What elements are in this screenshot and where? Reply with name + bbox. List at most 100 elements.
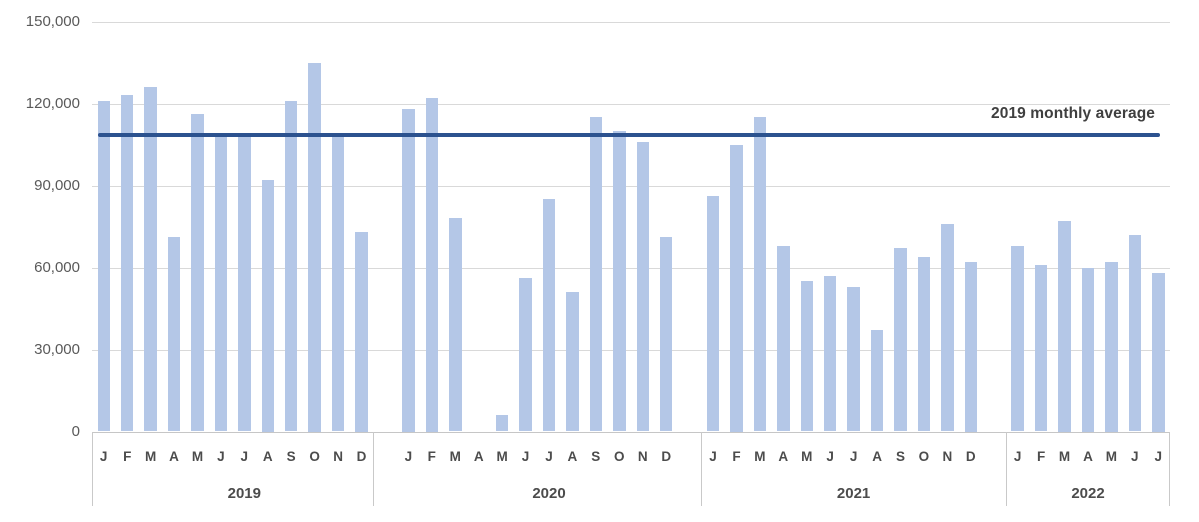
year-label-2022: 2022: [1071, 485, 1105, 502]
bar: [823, 275, 837, 432]
y-tick-label: 0: [71, 422, 80, 440]
bar: [308, 62, 321, 432]
month-label: A: [778, 449, 789, 464]
y-gridline: [92, 185, 1170, 187]
bar: [566, 292, 579, 432]
bar: [753, 117, 767, 432]
average-line-label: 2019 monthly average: [991, 105, 1155, 122]
bar: [964, 262, 978, 432]
bar: [1081, 267, 1095, 432]
bar: [636, 141, 649, 432]
group-separator: [373, 432, 374, 506]
bar: [402, 109, 415, 432]
bar: [167, 237, 181, 432]
y-tick-label: 90,000: [34, 176, 80, 194]
y-gridline: [92, 267, 1170, 269]
bar: [331, 136, 345, 432]
month-label: M: [1105, 449, 1118, 464]
year-label-2020: 2020: [532, 485, 566, 502]
bar: [894, 248, 907, 432]
month-label: M: [191, 449, 204, 464]
month-label: M: [496, 449, 508, 464]
month-label: N: [333, 449, 343, 464]
month-label: J: [240, 449, 249, 464]
month-label: J: [521, 449, 530, 464]
bar: [191, 114, 204, 432]
month-label: M: [449, 449, 461, 464]
month-label: D: [356, 449, 367, 464]
month-label: J: [99, 449, 108, 464]
month-label: N: [942, 449, 953, 464]
y-tick-label: 60,000: [34, 258, 80, 276]
year-label-2019: 2019: [227, 485, 261, 502]
bar: [917, 256, 931, 432]
group-separator: [1169, 432, 1170, 506]
month-label: O: [614, 449, 625, 464]
x-axis-line: [92, 432, 1170, 433]
month-label: N: [637, 449, 648, 464]
average-line: [98, 132, 1160, 138]
month-label: F: [427, 449, 436, 464]
group-separator: [92, 432, 93, 506]
month-label: M: [144, 449, 157, 464]
month-label: F: [732, 449, 741, 464]
month-label: A: [169, 449, 179, 464]
month-label: A: [567, 449, 578, 464]
bar: [870, 330, 884, 432]
bar: [425, 98, 439, 432]
bar: [589, 117, 603, 432]
bar: [613, 130, 626, 432]
bar: [284, 100, 298, 432]
month-label: A: [872, 449, 882, 464]
month-label: S: [591, 449, 601, 464]
month-label: O: [918, 449, 930, 464]
bar: [214, 136, 228, 432]
bar: [519, 278, 532, 432]
month-label: J: [545, 449, 553, 464]
bar: [847, 286, 860, 432]
year-label-2021: 2021: [836, 485, 871, 502]
bar: [800, 281, 813, 432]
month-label: M: [801, 449, 813, 464]
bar: [659, 237, 673, 432]
month-label: A: [1083, 449, 1093, 464]
month-label: J: [826, 449, 834, 464]
bar: [730, 144, 743, 432]
y-gridline: [92, 21, 1170, 23]
month-label: J: [217, 449, 225, 464]
month-label: F: [1036, 449, 1046, 464]
bar: [120, 95, 134, 432]
month-label: M: [754, 449, 766, 464]
bar: [1152, 273, 1165, 432]
bar: [1034, 264, 1048, 432]
month-label: M: [1058, 449, 1071, 464]
y-tick-label: 30,000: [34, 340, 80, 358]
bar: [706, 196, 720, 432]
bar: [144, 87, 157, 432]
bar: [238, 136, 251, 432]
bar: [449, 218, 462, 432]
bar: [1058, 221, 1071, 432]
month-label: F: [123, 449, 132, 464]
month-label: J: [1154, 449, 1163, 464]
month-label: A: [262, 449, 273, 464]
bar: [1011, 245, 1024, 432]
y-tick-label: 150,000: [25, 12, 80, 30]
y-gridline: [92, 103, 1170, 105]
bar: [97, 100, 110, 432]
month-label: O: [309, 449, 320, 464]
bar: [777, 245, 790, 432]
bar: [542, 199, 556, 432]
month-label: A: [473, 449, 484, 464]
group-separator: [701, 432, 702, 506]
bar: [261, 180, 274, 432]
bar: [355, 232, 368, 432]
group-separator: [1006, 432, 1007, 506]
bar: [941, 223, 954, 432]
month-label: J: [1013, 449, 1022, 464]
bar: [495, 415, 509, 432]
month-label: S: [895, 449, 905, 464]
bar: [1128, 234, 1142, 432]
month-label: J: [849, 449, 858, 464]
